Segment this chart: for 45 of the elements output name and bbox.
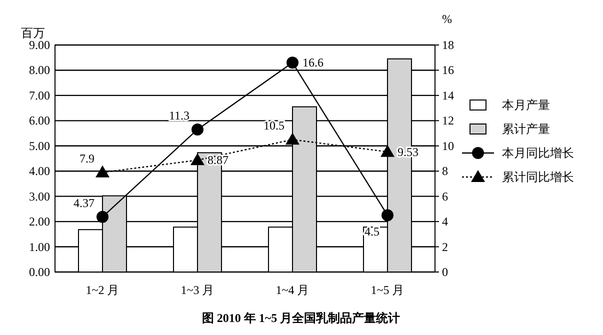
point [190,153,204,166]
y2-tick-label: 0 [442,265,448,279]
y2-axis-title: % [442,12,452,26]
y2-tick-label: 14 [442,88,454,102]
legend-label: 本月产量 [502,98,550,112]
data-label: 11.3 [168,108,190,122]
point [192,123,204,136]
y-axis-title: 百万 [21,26,45,40]
data-label: 4.5 [364,224,380,238]
y-tick-label: 3.00 [29,189,50,204]
data-label: 7.9 [80,151,94,166]
point [96,165,110,178]
y-tick-label: 0.00 [29,265,50,279]
y-tick-label: 9.00 [29,38,50,52]
point [286,132,300,145]
x-tick-label: 1~2 月 [86,283,120,297]
data-label: 16.6 [302,56,324,70]
y2-tick-label: 6 [442,189,448,204]
legend-label: 本月同比增长 [502,146,574,160]
y2-tick-label: 18 [442,38,454,52]
y2-tick-label: 10 [442,138,454,153]
point [380,144,394,157]
x-tick-label: 1~5 月 [370,283,404,297]
y2-tick-label: 8 [442,164,448,178]
data-label: 4.37 [74,196,94,210]
y2-tick-label: 12 [442,114,454,128]
point [382,209,394,222]
point [96,210,108,223]
y-tick-label: 1.00 [29,240,50,254]
y-tick-label: 6.00 [29,114,50,128]
point [286,56,298,69]
y2-tick-label: 16 [442,63,454,78]
y-tick-label: 8.00 [29,63,50,78]
x-tick-label: 1~4 月 [276,283,310,297]
y2-tick-label: 2 [442,240,448,254]
y-tick-label: 4.00 [29,164,50,178]
y2-tick-label: 4 [442,214,448,229]
legend-label: 累计同比增长 [502,170,574,184]
y-tick-label: 2.00 [29,214,50,229]
text: 图 2010 年 1~5 月全国乳制品产量统计 [202,311,400,325]
legend-label: 累计产量 [502,122,550,136]
data-label: 10.5 [264,118,284,133]
y-tick-label: 7.00 [29,88,50,102]
y-tick-label: 5.00 [29,138,50,153]
x-tick-label: 1~3 月 [180,283,214,297]
